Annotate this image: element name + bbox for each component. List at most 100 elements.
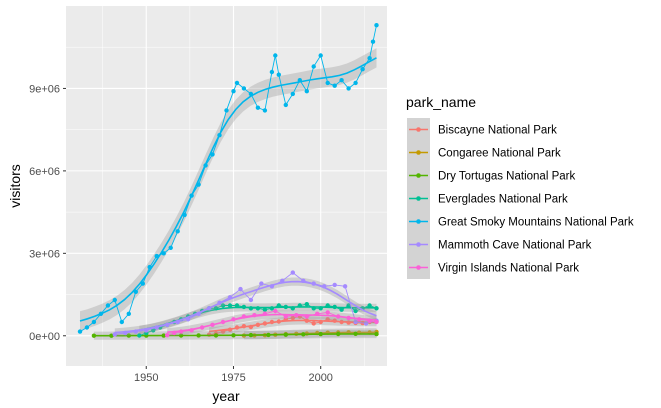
data-point (231, 89, 236, 94)
data-point (353, 80, 358, 86)
data-point (346, 315, 351, 321)
data-point (196, 182, 201, 187)
data-point (112, 297, 118, 303)
data-point (290, 306, 295, 311)
data-point (336, 314, 341, 319)
data-point (325, 80, 330, 86)
data-point (255, 105, 261, 110)
data-point (367, 56, 372, 61)
data-point (346, 303, 351, 308)
data-point (269, 69, 275, 75)
x-tick-label: 2000 (308, 372, 332, 384)
data-point (206, 306, 212, 311)
data-point (374, 306, 379, 311)
series-confidence-band (139, 302, 377, 335)
data-point (234, 325, 240, 330)
legend-key-point (416, 150, 421, 155)
data-point (248, 324, 254, 330)
series (112, 270, 379, 337)
y-axis: 0e+00 3e+06 6e+06 9e+06 (29, 83, 66, 343)
data-point (185, 317, 191, 322)
data-point (126, 311, 131, 316)
data-point (91, 333, 97, 338)
legend-item: Biscayne National Park (407, 118, 557, 141)
legend-item: Dry Tortugas National Park (407, 164, 575, 187)
data-point (262, 321, 268, 326)
data-point (227, 303, 233, 308)
data-point (311, 306, 316, 311)
data-point (238, 286, 243, 292)
data-point (241, 86, 247, 91)
y-tick-label: 6e+06 (29, 166, 60, 178)
data-point (346, 320, 351, 325)
data-point (234, 303, 240, 308)
data-point (290, 270, 295, 275)
data-point (248, 306, 254, 311)
data-point (342, 284, 348, 289)
data-point (175, 229, 180, 234)
data-point (301, 332, 306, 337)
legend-title: park_name (406, 94, 476, 110)
data-point (367, 318, 372, 323)
data-point (213, 333, 219, 338)
data-point (137, 333, 142, 338)
data-point (196, 311, 201, 316)
legend-item: Virgin Islands National Park (407, 256, 579, 279)
data-point (259, 281, 264, 286)
data-point (175, 319, 180, 325)
data-point (154, 253, 159, 259)
data-point (311, 321, 316, 326)
data-point (241, 314, 247, 319)
data-point (262, 307, 268, 312)
data-point (353, 319, 358, 325)
data-point (217, 133, 222, 138)
data-point (210, 322, 215, 327)
data-point (374, 331, 379, 337)
data-point (280, 278, 285, 283)
legend-items: Biscayne National Park Congaree National … (407, 118, 634, 279)
data-point (339, 319, 344, 325)
data-point (269, 319, 275, 325)
data-point (283, 304, 288, 310)
data-point (325, 310, 330, 315)
data-point (161, 251, 166, 256)
data-point (276, 303, 281, 308)
data-point (105, 303, 111, 308)
legend-key-point (416, 242, 421, 247)
data-point (84, 325, 90, 330)
data-point (273, 53, 278, 58)
legend: park_name Biscayne National Park Congaree… (406, 94, 634, 279)
data-point (301, 278, 306, 283)
data-point (290, 315, 295, 321)
data-point (213, 306, 219, 311)
y-tick-label: 9e+06 (29, 83, 60, 95)
data-point (217, 300, 222, 305)
data-point (374, 319, 379, 325)
data-point (241, 324, 247, 329)
data-point (304, 314, 309, 319)
y-axis-title: visitors (7, 164, 23, 208)
legend-item: Great Smoky Mountains National Park (407, 210, 634, 233)
legend-key-point (416, 219, 421, 224)
data-point (332, 304, 337, 310)
x-tick-label: 1975 (221, 372, 245, 384)
data-point (168, 245, 173, 250)
series-smooth-line (79, 57, 377, 322)
data-point (276, 72, 281, 77)
y-tick-label: 0e+00 (29, 331, 60, 343)
data-point (255, 322, 261, 327)
data-point (332, 282, 337, 288)
data-point (318, 53, 323, 58)
legend-key-point (416, 173, 421, 178)
data-point (283, 314, 288, 319)
data-point (210, 152, 215, 157)
data-point (119, 319, 125, 325)
legend-label: Everglades National Park (438, 194, 568, 206)
data-point (332, 83, 337, 88)
data-point (133, 289, 138, 294)
data-point (318, 331, 323, 337)
data-point (199, 325, 205, 330)
data-point (346, 86, 351, 91)
data-point (91, 319, 97, 325)
